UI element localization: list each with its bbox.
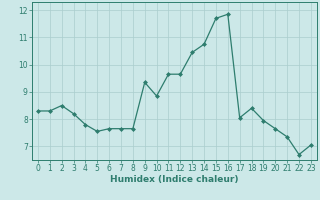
X-axis label: Humidex (Indice chaleur): Humidex (Indice chaleur) [110,175,239,184]
